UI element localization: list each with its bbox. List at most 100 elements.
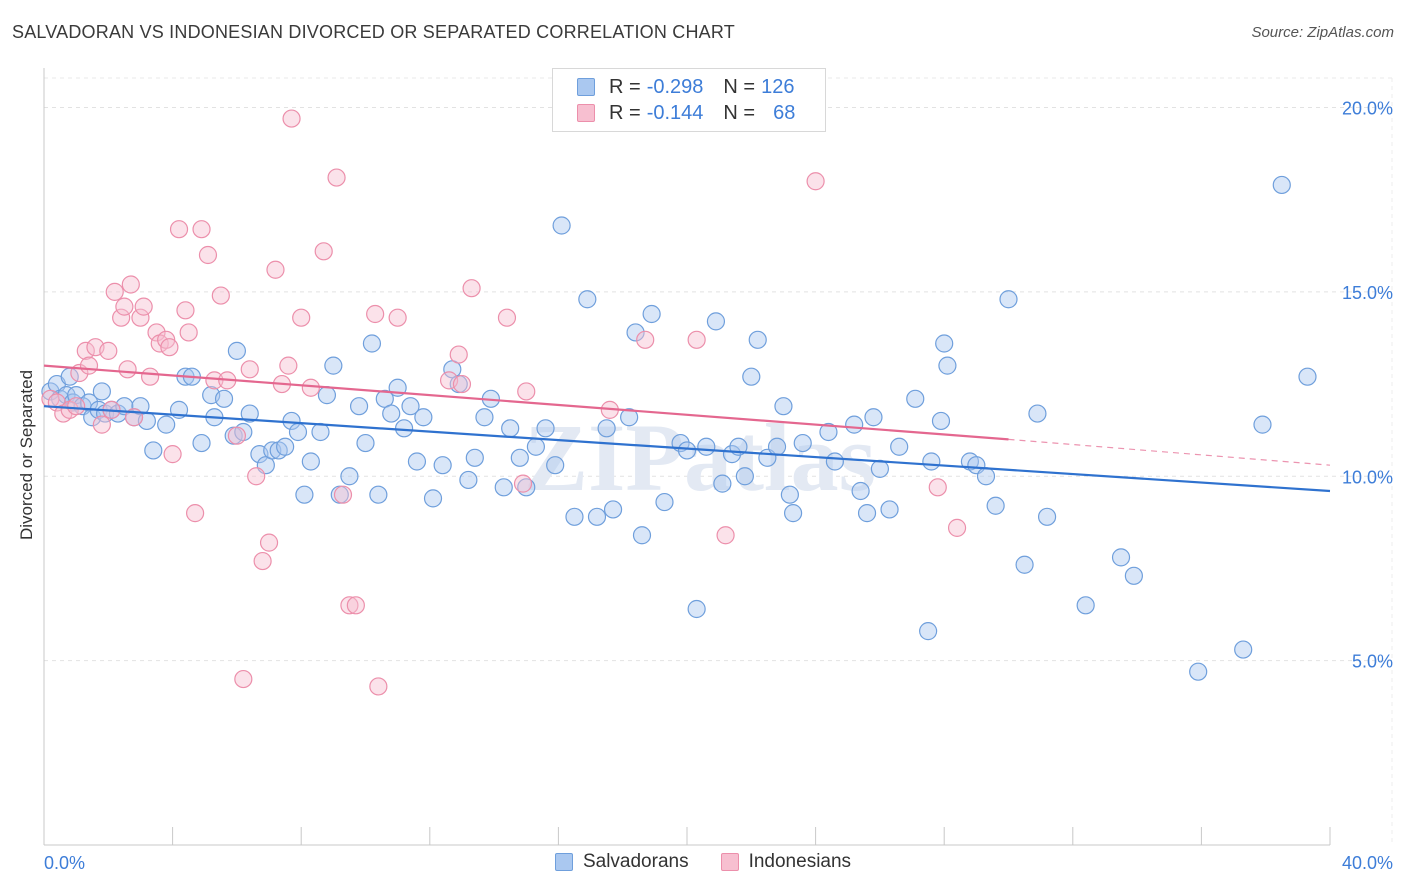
point-salvadorans: [938, 356, 957, 375]
point-salvadorans: [1028, 404, 1047, 423]
point-salvadorans: [677, 441, 697, 460]
point-indonesians: [76, 341, 95, 360]
point-salvadorans: [735, 467, 754, 486]
point-indonesians: [169, 220, 189, 239]
point-salvadorans: [1037, 507, 1057, 526]
point-indonesians: [105, 282, 124, 301]
point-salvadorans: [301, 452, 320, 471]
point-salvadorans: [986, 496, 1005, 515]
point-salvadorans: [578, 290, 597, 309]
point-indonesians: [517, 382, 536, 401]
correlation-legend: R = -0.298 N = 126 R = -0.144 N = 68: [552, 68, 826, 132]
point-indonesians: [253, 551, 272, 571]
point-salvadorans: [459, 470, 478, 490]
point-salvadorans: [780, 485, 799, 504]
point-salvadorans: [880, 500, 899, 519]
point-indonesians: [227, 426, 246, 445]
point-salvadorans: [295, 485, 314, 504]
point-salvadorans: [423, 489, 443, 508]
point-indonesians: [947, 518, 967, 537]
point-salvadorans: [526, 437, 545, 456]
point-indonesians: [314, 242, 333, 261]
point-indonesians: [716, 526, 735, 545]
point-indonesians: [211, 286, 230, 305]
point-indonesians: [266, 260, 285, 279]
point-salvadorans: [144, 441, 163, 460]
point-indonesians: [292, 308, 311, 327]
point-salvadorans: [433, 456, 452, 475]
point-salvadorans: [767, 437, 787, 456]
point-salvadorans: [976, 467, 996, 486]
point-salvadorans: [407, 452, 427, 471]
legend-label: Indonesians: [748, 851, 852, 872]
point-indonesians: [115, 297, 134, 316]
legend-r-value: -0.144: [646, 101, 704, 124]
point-indonesians: [121, 275, 140, 294]
point-salvadorans: [414, 408, 433, 427]
point-salvadorans: [382, 404, 401, 423]
point-salvadorans: [536, 419, 555, 438]
point-indonesians: [67, 397, 86, 416]
point-salvadorans: [713, 474, 732, 493]
point-salvadorans: [401, 397, 420, 416]
point-salvadorans: [999, 290, 1018, 309]
point-indonesians: [160, 338, 179, 357]
point-salvadorans: [317, 386, 337, 405]
point-salvadorans: [687, 599, 706, 619]
point-salvadorans: [311, 422, 330, 442]
point-salvadorans: [793, 433, 812, 453]
y-tick-label: 10.0%: [1342, 467, 1393, 487]
point-salvadorans: [748, 330, 767, 349]
point-salvadorans: [931, 411, 951, 431]
point-salvadorans: [742, 367, 761, 386]
point-indonesians: [333, 485, 353, 504]
point-salvadorans: [92, 382, 111, 401]
x-tick-label: 0.0%: [44, 853, 85, 873]
series-legend: Salvadorans Indonesians: [0, 851, 1406, 873]
point-salvadorans: [706, 312, 726, 331]
legend-n-value: 126: [761, 75, 795, 98]
legend-n-label: N =: [723, 101, 756, 124]
point-salvadorans: [1076, 596, 1095, 615]
legend-item-salvadorans[interactable]: Salvadorans: [554, 851, 689, 873]
point-indonesians: [340, 596, 359, 615]
point-salvadorans: [1015, 555, 1034, 574]
point-indonesians: [79, 356, 99, 375]
point-indonesians: [327, 168, 346, 187]
point-salvadorans: [626, 323, 645, 342]
point-salvadorans: [324, 356, 343, 375]
point-indonesians: [176, 301, 195, 320]
point-salvadorans: [620, 408, 639, 427]
legend-row-salvadorans: R = -0.298 N = 126: [577, 74, 794, 100]
point-indonesians: [687, 330, 706, 349]
point-indonesians: [118, 360, 137, 379]
point-salvadorans: [597, 419, 616, 438]
legend-r-label: R =: [609, 101, 641, 124]
point-indonesians: [452, 374, 472, 394]
point-indonesians: [366, 304, 385, 324]
point-salvadorans: [1111, 548, 1131, 567]
point-salvadorans: [340, 467, 359, 486]
trend-line-indonesians-extension: [1008, 438, 1331, 466]
point-salvadorans: [356, 433, 375, 453]
point-salvadorans: [857, 504, 877, 523]
point-indonesians: [134, 297, 153, 316]
point-salvadorans: [870, 459, 890, 478]
point-salvadorans: [192, 433, 211, 453]
point-salvadorans: [552, 216, 571, 235]
tick-labels: 5.0% 10.0% 15.0% 20.0% 0.0% 40.0%: [44, 99, 1393, 874]
point-indonesians: [301, 378, 320, 397]
legend-swatch-blue: [577, 78, 595, 96]
point-indonesians: [131, 308, 150, 327]
point-salvadorans: [774, 397, 793, 416]
point-indonesians: [369, 677, 388, 696]
point-indonesians: [240, 360, 259, 379]
x-tick-label: 40.0%: [1342, 853, 1393, 873]
trend-line-indonesians: [43, 364, 1009, 441]
legend-item-indonesians[interactable]: Indonesians: [720, 851, 852, 873]
legend-r-label: R =: [609, 75, 641, 98]
point-salvadorans: [276, 437, 295, 456]
point-salvadorans: [783, 504, 803, 523]
point-indonesians: [462, 279, 481, 298]
